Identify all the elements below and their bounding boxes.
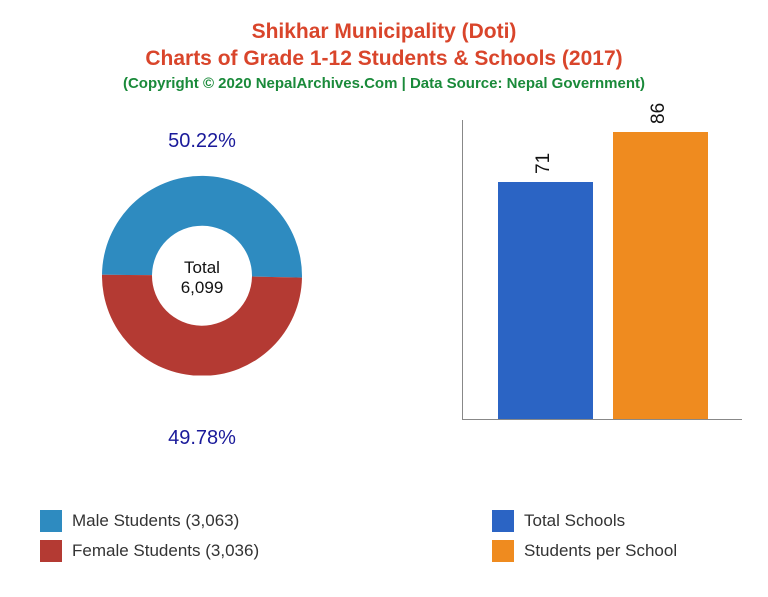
donut-center-value: 6,099 — [181, 278, 224, 298]
bar-legend: Total Schools Students per School — [492, 510, 677, 562]
swatch-schools — [492, 510, 514, 532]
legend-label-female: Female Students (3,036) — [72, 541, 259, 561]
bar-0 — [498, 182, 593, 419]
title-block: Shikhar Municipality (Doti) Charts of Gr… — [20, 18, 748, 92]
legend-label-male: Male Students (3,063) — [72, 511, 239, 531]
legend-item-sps: Students per School — [492, 540, 677, 562]
donut-legend: Male Students (3,063) Female Students (3… — [40, 510, 259, 562]
donut-pct-bottom: 49.78% — [168, 427, 236, 450]
swatch-sps — [492, 540, 514, 562]
donut-center-label: Total — [181, 258, 224, 278]
title-line-2: Charts of Grade 1-12 Students & Schools … — [20, 45, 748, 72]
swatch-male — [40, 510, 62, 532]
legend-item-schools: Total Schools — [492, 510, 677, 532]
legend-label-schools: Total Schools — [524, 511, 625, 531]
bar-1 — [613, 132, 708, 419]
bar-value-0: 71 — [533, 153, 555, 174]
swatch-female — [40, 540, 62, 562]
bar-panel: 7186 Total Schools Students per School — [384, 102, 748, 522]
bar-value-1: 86 — [648, 103, 670, 124]
legend-label-sps: Students per School — [524, 541, 677, 561]
donut-center: Total 6,099 — [181, 258, 224, 298]
legend-item-female: Female Students (3,036) — [40, 540, 259, 562]
charts-row: 50.22% Total 6,099 49.78% Male Students … — [20, 102, 748, 522]
legend-item-male: Male Students (3,063) — [40, 510, 259, 532]
donut-panel: 50.22% Total 6,099 49.78% Male Students … — [20, 102, 384, 522]
title-line-1: Shikhar Municipality (Doti) — [20, 18, 748, 45]
chart-container: Shikhar Municipality (Doti) Charts of Gr… — [0, 0, 768, 597]
donut-pct-top: 50.22% — [168, 130, 236, 153]
bar-chart: 7186 — [462, 120, 742, 420]
copyright-line: (Copyright © 2020 NepalArchives.Com | Da… — [20, 75, 748, 92]
